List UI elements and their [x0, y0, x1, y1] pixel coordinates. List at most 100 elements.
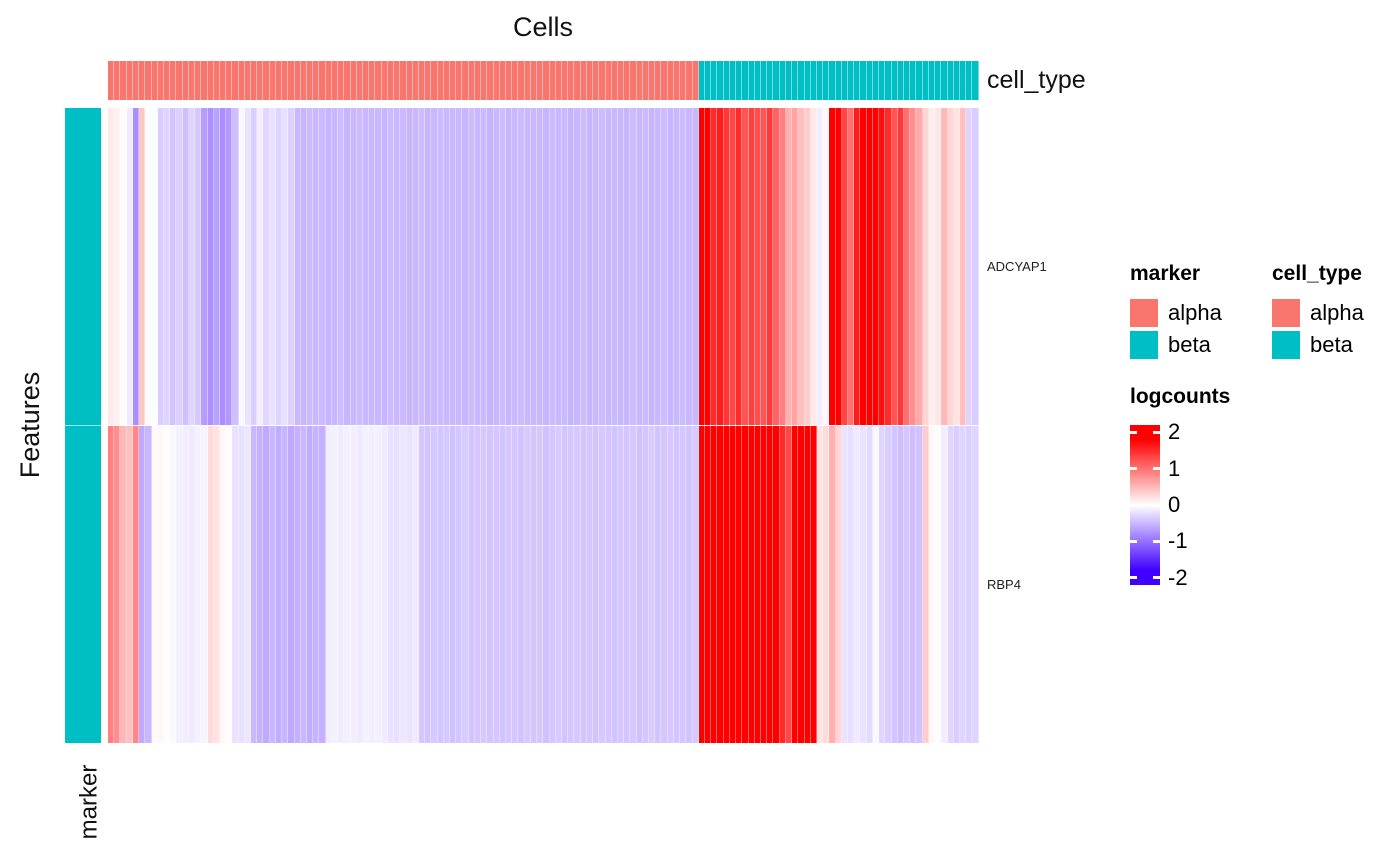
heatmap-cell	[263, 108, 270, 425]
cell-type-annotation-cell	[282, 61, 289, 100]
cell-type-annotation-cell	[537, 61, 544, 100]
heatmap-cell	[816, 108, 824, 425]
cell-type-annotation-cell	[251, 61, 258, 100]
colorbar-tick-label: 0	[1168, 492, 1181, 517]
heatmap-cell	[568, 108, 575, 425]
heatmap-cell	[804, 426, 811, 743]
cell-type-annotation-cell	[624, 61, 631, 100]
heatmap-cell	[673, 108, 681, 425]
heatmap-cell	[586, 426, 594, 743]
heatmap-cell	[269, 108, 276, 425]
cell-type-annotation-cell	[176, 61, 183, 100]
heatmap-cell	[381, 108, 388, 425]
heatmap-cell	[904, 108, 911, 425]
cell-type-annotation-cell	[307, 61, 314, 100]
heatmap-cell	[344, 108, 351, 425]
legend-item-alpha: alpha	[1130, 299, 1222, 327]
heatmap-cell	[593, 108, 600, 425]
heatmap-cell	[300, 108, 307, 425]
cell-type-annotation-cell	[487, 61, 494, 100]
heatmap-cell	[792, 426, 799, 743]
cell-type-annotation-cell	[338, 61, 345, 100]
cell-type-annotation-cell	[288, 61, 295, 100]
heatmap-cell	[251, 426, 258, 743]
heatmap-cell	[468, 108, 475, 425]
heatmap-cell	[108, 426, 115, 743]
heatmap-cell	[468, 426, 475, 743]
cell-type-annotation-cell	[922, 61, 929, 100]
logcounts-colorbar-wrap: 2 1 0 -1 -2	[1130, 420, 1330, 591]
heatmap-cell	[561, 108, 569, 425]
cell-type-annotation-cell	[163, 61, 171, 100]
cell-type-annotation-cell	[561, 61, 569, 100]
heatmap-cell	[953, 108, 960, 425]
heatmap-cell	[723, 108, 730, 425]
heatmap-cell	[692, 108, 699, 425]
heatmap-cell	[972, 426, 979, 743]
heatmap-cell	[244, 426, 252, 743]
heatmap-cell	[213, 426, 220, 743]
heatmap-cell	[226, 426, 233, 743]
heatmap-cell	[574, 108, 581, 425]
heatmap-body	[108, 108, 979, 743]
cell-type-annotation-cell	[617, 61, 625, 100]
cell-type-annotation-cell	[959, 61, 967, 100]
heatmap-cell	[406, 108, 413, 425]
heatmap-cell	[114, 108, 121, 425]
cell-type-annotation-cell	[182, 61, 189, 100]
cell-type-annotation-cell	[717, 61, 724, 100]
heatmap-cell	[294, 108, 301, 425]
heatmap-cell	[555, 426, 562, 743]
heatmap-cell	[804, 108, 811, 425]
heatmap-cell	[966, 426, 973, 743]
heatmap-cell	[779, 108, 786, 425]
cell-type-annotation-cell	[170, 61, 177, 100]
legend-item-label: alpha	[1168, 300, 1222, 325]
heatmap-cell	[798, 426, 805, 743]
heatmap-cell	[928, 426, 936, 743]
cell-type-annotation-cell	[605, 61, 612, 100]
cell-type-annotation-cell	[599, 61, 606, 100]
heatmap-cell	[611, 108, 618, 425]
heatmap-cell	[493, 426, 500, 743]
heatmap-cell	[120, 426, 127, 743]
cell-type-annotation-cell	[891, 61, 898, 100]
heatmap-cell	[972, 108, 979, 425]
heatmap-cell	[412, 108, 419, 425]
heatmap-cell	[742, 108, 749, 425]
cell-type-annotation-cell	[711, 61, 718, 100]
cell-type-annotation-cell	[860, 61, 867, 100]
heatmap-cell	[251, 108, 258, 425]
heatmap-cell	[866, 108, 873, 425]
heatmap-cell	[275, 426, 283, 743]
heatmap-cell	[518, 108, 525, 425]
heatmap-cell	[891, 426, 898, 743]
cell-type-annotation-cell	[450, 61, 457, 100]
cell-type-annotation-cell	[760, 61, 768, 100]
heatmap-cell	[655, 426, 662, 743]
heatmap-cell	[307, 426, 314, 743]
cell-type-annotation-cell	[493, 61, 500, 100]
heatmap-cell	[338, 426, 345, 743]
cell-type-annotation-cell	[362, 61, 370, 100]
heatmap-cell	[493, 108, 500, 425]
heatmap-cell	[244, 108, 252, 425]
cell-type-annotation-cell	[804, 61, 811, 100]
cell-type-annotation-cell	[300, 61, 307, 100]
heatmap-cell	[381, 426, 388, 743]
heatmap-cell	[872, 108, 880, 425]
cell-type-annotation-cell	[823, 61, 830, 100]
heatmap-cell	[947, 108, 954, 425]
heatmap-cell	[201, 426, 208, 743]
heatmap-cell	[910, 426, 917, 743]
heatmap-cell	[829, 108, 836, 425]
heatmap-cell	[450, 426, 457, 743]
heatmap-cell	[151, 108, 158, 425]
heatmap-cell	[114, 426, 121, 743]
heatmap-cell	[400, 108, 407, 425]
heatmap-cell	[941, 426, 948, 743]
cell-type-annotation-cell	[785, 61, 793, 100]
heatmap-cell	[667, 108, 674, 425]
heatmap-cell	[188, 108, 196, 425]
cell-type-annotation-cell	[941, 61, 948, 100]
